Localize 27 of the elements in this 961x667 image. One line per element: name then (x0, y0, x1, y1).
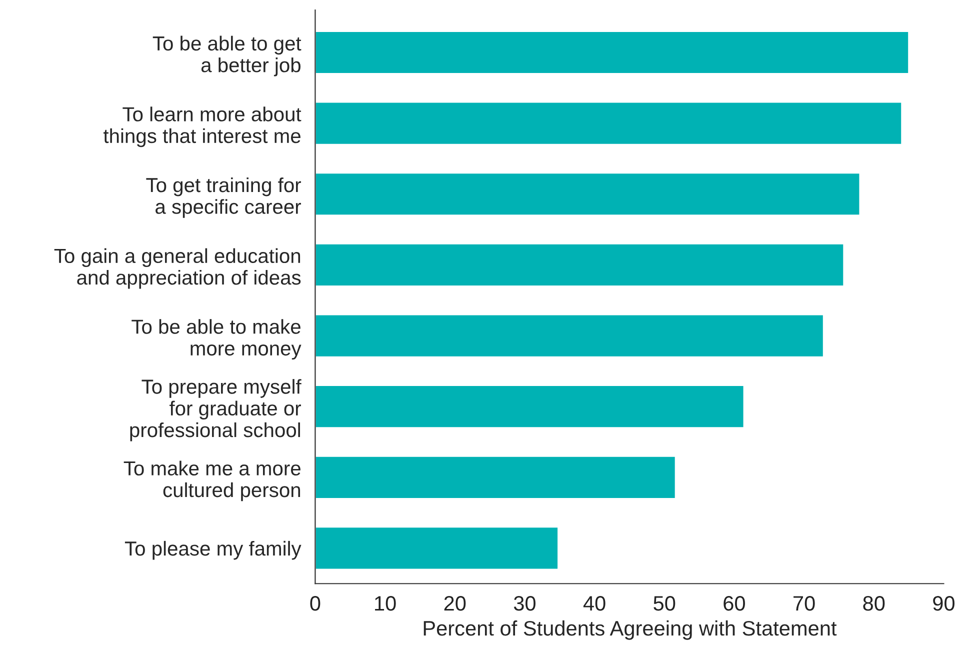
bar (315, 526, 559, 570)
x-tick-label: 20 (444, 596, 466, 611)
y-tick-label: To gain a general education and appreciation of ideas (54, 248, 301, 289)
x-tick-label: 50 (654, 596, 676, 611)
y-tick-label: To get training for a specific career (146, 177, 301, 218)
y-tick-label: To be able to get a better job (152, 36, 302, 76)
bar (315, 172, 861, 216)
bar (315, 455, 676, 500)
x-axis-title: Percent of Students Agreeing with Statement (424, 620, 837, 640)
y-tick-label: To learn more about things that interest me (104, 106, 302, 148)
y-tick-label: To be able to make more money (132, 319, 302, 360)
y-tick-label: To please my family (124, 540, 302, 560)
bar (315, 384, 745, 429)
bar (315, 30, 910, 74)
bar (315, 101, 902, 146)
x-tick-label: 80 (863, 596, 885, 611)
x-tick-label: 90 (933, 596, 954, 611)
x-tick-label: 70 (794, 596, 815, 611)
x-tick-label: 0 (310, 596, 320, 611)
x-tick-label: 60 (724, 596, 745, 611)
x-tick-label: 40 (583, 596, 606, 611)
x-tick-label: 30 (514, 596, 536, 611)
bar (315, 243, 845, 287)
bar (315, 314, 824, 358)
y-tick-label: To make me a more cultured person (124, 460, 300, 502)
y-tick-label: To prepare myself for graduate or professional school (130, 379, 302, 442)
x-tick-label: 10 (375, 596, 396, 611)
